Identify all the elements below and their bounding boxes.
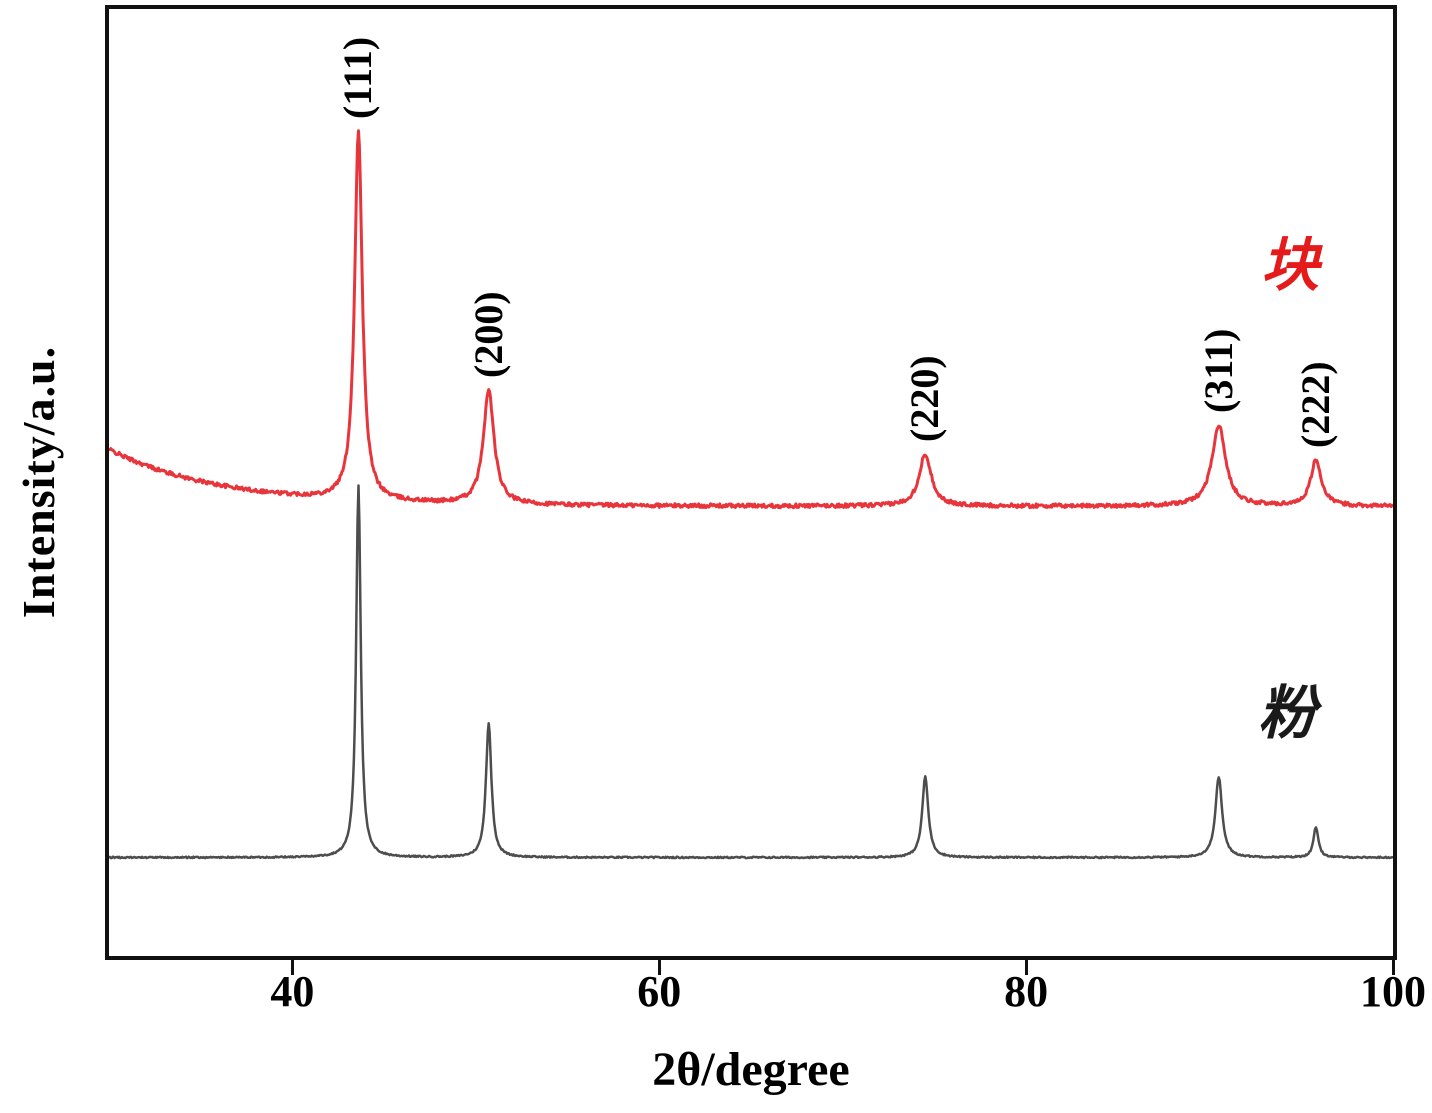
y-axis-label: Intensity/a.u.: [13, 345, 64, 619]
plot-area: [105, 5, 1397, 960]
x-tick-label: 40: [270, 967, 315, 1016]
peak-annotation: (222): [1292, 361, 1338, 449]
series-line-bulk: [109, 129, 1393, 510]
x-tick-label: 100: [1360, 967, 1426, 1016]
peak-annotation: (311): [1195, 328, 1241, 414]
x-axis-label: 2θ/degree: [652, 1043, 850, 1096]
x-tick-label: 80: [1004, 967, 1049, 1016]
legend-label-bulk: 块: [1260, 233, 1320, 298]
series-line-powder: [109, 484, 1393, 860]
peak-annotation: (111): [335, 36, 381, 119]
x-tick: [290, 960, 294, 975]
x-tick: [1024, 960, 1028, 975]
legend-label-powder: 粉: [1257, 681, 1317, 746]
peak-annotation: (220): [902, 355, 948, 442]
peak-annotation: (200): [465, 291, 511, 379]
x-tick: [657, 960, 661, 975]
x-tick: [1391, 960, 1395, 975]
x-tick-label: 60: [637, 967, 682, 1016]
